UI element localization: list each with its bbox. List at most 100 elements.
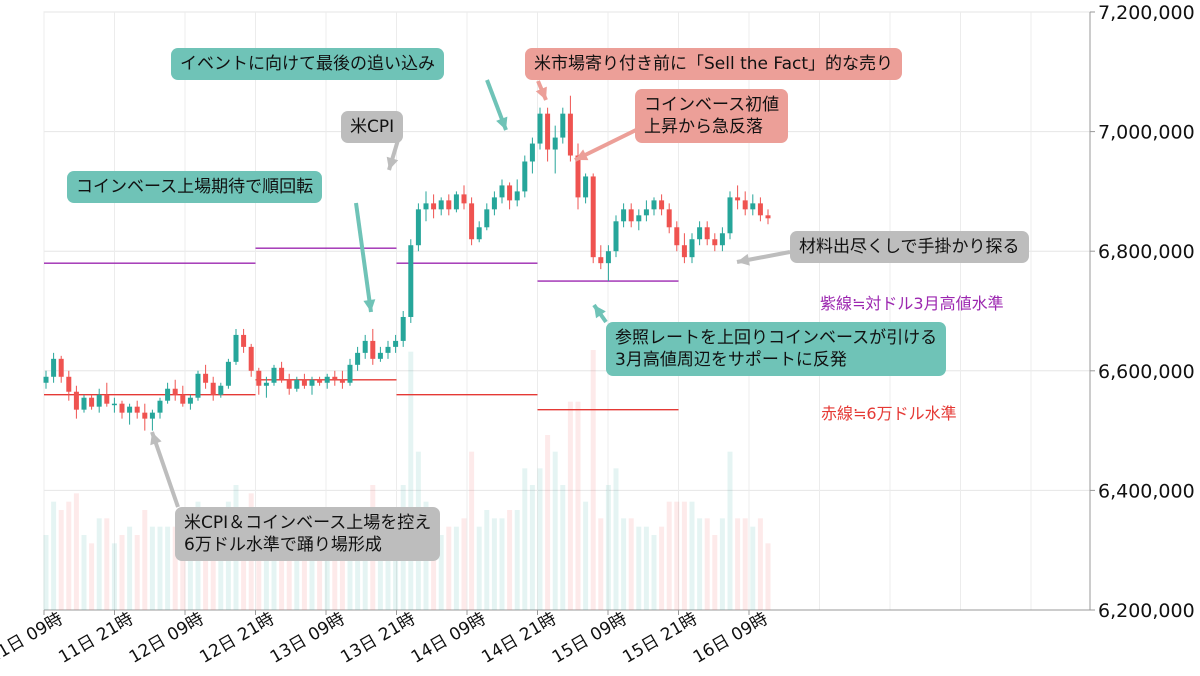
- candle-body: [218, 385, 224, 395]
- candle-body: [651, 200, 657, 210]
- volume-bar: [461, 518, 467, 610]
- candle-body: [294, 379, 300, 389]
- candle-body: [127, 406, 133, 413]
- volume-bar: [719, 518, 725, 610]
- candle-body: [727, 197, 733, 234]
- volume-bar: [507, 510, 513, 610]
- candle-body: [567, 113, 573, 156]
- candle-body: [605, 251, 611, 264]
- volume-bar: [659, 526, 665, 610]
- annotation-arrow-head: [594, 305, 606, 319]
- candle-body: [742, 200, 748, 210]
- volume-bar: [324, 543, 330, 610]
- annotation-line: 材料出尽くしで手掛かり探る: [799, 237, 1020, 257]
- volume-bar: [613, 468, 619, 610]
- annotation-reference-rate: 参照レートを上回りコインベースが引ける 3月高値周辺をサポートに反発: [606, 322, 947, 376]
- y-tick-label: 6,200,000: [1098, 600, 1195, 622]
- volume-bar: [210, 518, 216, 610]
- candle-body: [165, 388, 171, 401]
- volume-bar: [142, 510, 148, 610]
- volume-bar: [241, 518, 247, 610]
- candle-body: [621, 209, 627, 222]
- candle-body: [111, 403, 117, 406]
- volume-bar: [765, 543, 771, 610]
- volume-bar: [119, 535, 125, 610]
- candle-body: [636, 215, 642, 222]
- y-tick-label: 7,000,000: [1098, 122, 1195, 144]
- candle-body: [248, 346, 254, 371]
- annotation-sell-the-fact: 米市場寄り付き前に「Sell the Fact」的な売り: [525, 48, 903, 80]
- annotation-arrow-head: [363, 299, 376, 312]
- y-tick-label: 6,400,000: [1098, 480, 1195, 502]
- annotation-line: 米CPI＆コインベース上場を控え: [184, 513, 432, 533]
- candle-body: [765, 215, 771, 219]
- candle-body: [172, 388, 178, 395]
- candle-body: [393, 340, 399, 347]
- candle-body: [712, 239, 718, 246]
- volume-bar: [735, 518, 741, 610]
- annotation-arrow-head: [150, 432, 162, 446]
- volume-bar: [377, 543, 383, 610]
- x-tick-label: 15日 21時: [619, 609, 701, 668]
- annotation-line: 6万ドル水準で踊り場形成: [184, 535, 382, 555]
- x-tick-label: 15日 09時: [549, 609, 631, 668]
- candle-body: [423, 203, 429, 210]
- volume-bar: [104, 518, 110, 610]
- candle-body: [142, 412, 148, 419]
- candle-body: [400, 316, 406, 341]
- volume-bar: [172, 526, 178, 610]
- volume-bar: [697, 518, 703, 610]
- candle-body: [431, 203, 437, 210]
- candle-body: [385, 346, 391, 353]
- candle-body: [187, 397, 193, 404]
- volume-bar: [271, 526, 277, 610]
- candle-body: [332, 376, 338, 380]
- volume-bar: [552, 451, 558, 610]
- volume-bar: [317, 560, 323, 610]
- candle-body: [377, 352, 383, 359]
- candle-body: [134, 406, 140, 413]
- candle-body: [317, 379, 323, 383]
- candle-body: [104, 394, 110, 404]
- volume-bar: [89, 543, 95, 610]
- y-tick-label: 6,600,000: [1098, 361, 1195, 383]
- candle-body: [58, 358, 64, 377]
- volume-bar: [301, 543, 307, 610]
- volume-bar: [742, 518, 748, 610]
- candle-body: [719, 233, 725, 246]
- volume-bar: [628, 518, 634, 610]
- candle-body: [545, 113, 551, 150]
- candle-body: [757, 203, 763, 216]
- volume-bar: [757, 518, 763, 610]
- candle-body: [157, 400, 163, 413]
- candle-body: [339, 379, 345, 383]
- volume-bar: [590, 350, 596, 610]
- annotation-coinbase-expectation: コインベース上場期待で順回転: [67, 171, 323, 203]
- volume-bar: [58, 510, 64, 610]
- candle-body: [370, 340, 376, 359]
- candle-body: [697, 227, 703, 240]
- volume-bar: [43, 535, 49, 610]
- reference-lines: [44, 247, 679, 411]
- candle-body: [149, 412, 155, 419]
- x-tick-label: 16日 09時: [690, 609, 772, 668]
- candle-body: [537, 113, 543, 144]
- volume-bar: [499, 518, 505, 610]
- volume-bar: [286, 526, 292, 610]
- candle-body: [476, 227, 482, 240]
- volume-bar: [203, 518, 209, 610]
- annotation-coinbase-first-price: コインベース初値 上昇から急反落: [635, 89, 789, 143]
- candle-body: [628, 209, 634, 222]
- candle-body: [203, 373, 209, 383]
- candle-body: [484, 209, 490, 228]
- volume-bar: [332, 543, 338, 610]
- y-tick-label: 7,200,000: [1098, 2, 1195, 24]
- volume-bar: [180, 526, 186, 610]
- volume-bar: [484, 510, 490, 610]
- volume-bar: [446, 526, 452, 610]
- volume-bar: [157, 526, 163, 610]
- volume-bar: [218, 543, 224, 610]
- candle-body: [241, 334, 247, 347]
